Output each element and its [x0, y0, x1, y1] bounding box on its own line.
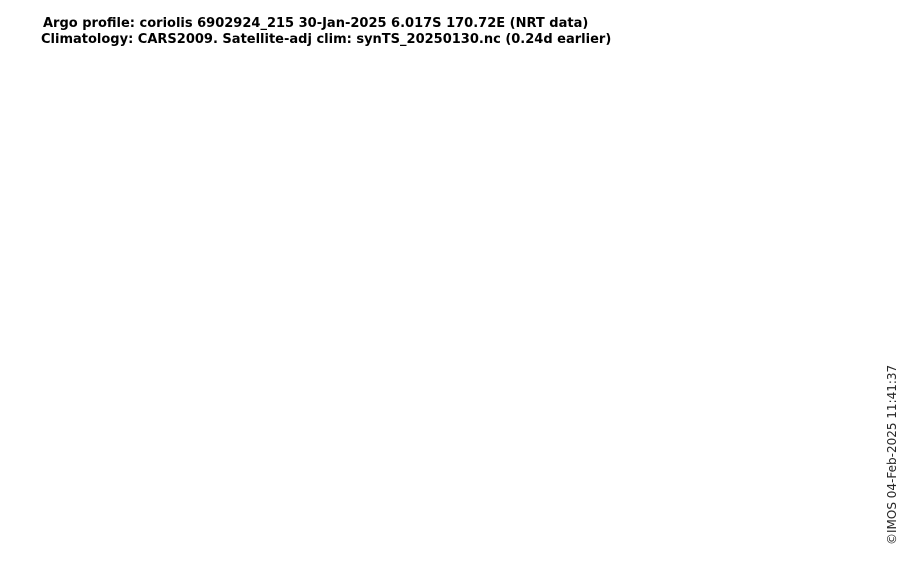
figure-title-line1: Argo profile: coriolis 6902924_215 30-Ja… [43, 16, 589, 31]
imos-credit: ©IMOS 04-Feb-2025 11:41:37 [885, 365, 899, 545]
figure-title-line2: Climatology: CARS2009. Satellite-adj cli… [41, 32, 612, 47]
